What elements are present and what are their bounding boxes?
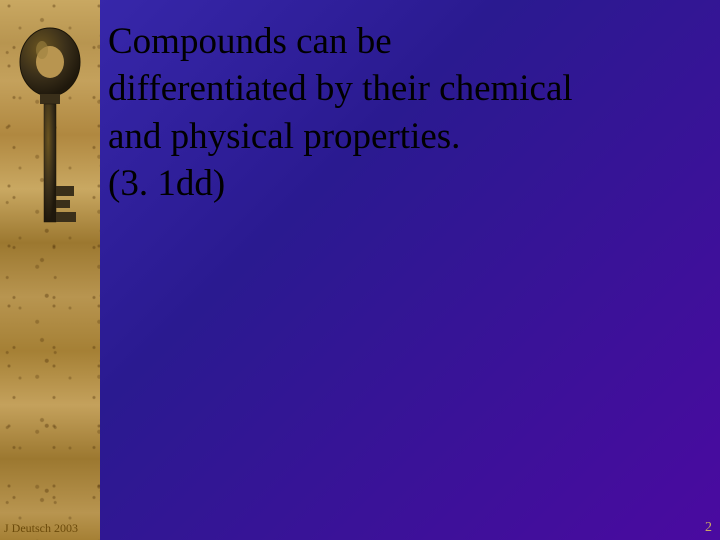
slide-title: Compounds can be differentiated by their… [108, 18, 698, 207]
sidebar-decoration [0, 0, 100, 540]
key-icon [14, 18, 86, 258]
title-line-4: (3. 1dd) [108, 160, 698, 207]
title-line-2: differentiated by their chemical [108, 65, 698, 112]
page-number: 2 [705, 520, 712, 536]
slide-container: Compounds can be differentiated by their… [0, 0, 720, 540]
title-line-3: and physical properties. [108, 113, 698, 160]
footer-author: J Deutsch 2003 [4, 521, 78, 536]
title-line-1: Compounds can be [108, 18, 698, 65]
